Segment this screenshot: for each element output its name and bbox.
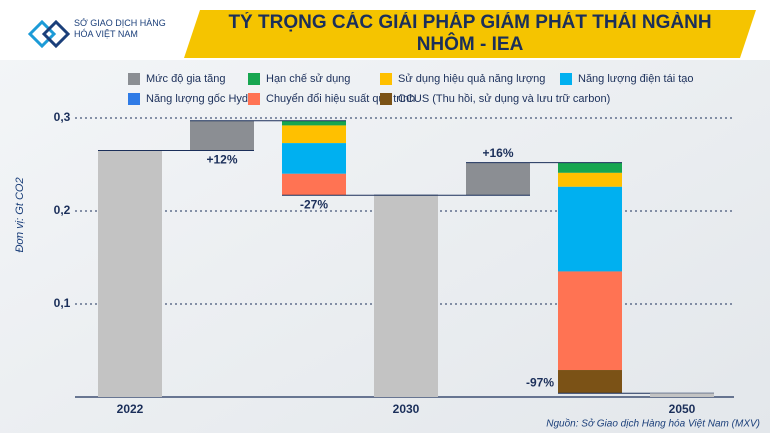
y-tick-label: 0,1 <box>54 296 71 310</box>
segment <box>558 172 622 187</box>
value-label: -27% <box>300 197 328 211</box>
legend-label: Hạn chế sử dụng <box>266 73 350 85</box>
legend-swatch <box>248 73 260 85</box>
chart-title: TỶ TRỌNG CÁC GIẢI PHÁP GIẢM PHÁT THẢI NG… <box>228 12 712 55</box>
legend-label: Chuyển đổi hiệu suất quy trình <box>266 93 415 105</box>
segment <box>558 162 622 173</box>
x-tick-label: 2050 <box>669 402 696 416</box>
legend-swatch <box>128 73 140 85</box>
x-tick-label: 2022 <box>117 402 144 416</box>
value-label: +16% <box>482 146 513 160</box>
total-bar <box>98 150 162 397</box>
y-tick-label: 0,3 <box>54 110 71 124</box>
legend-swatch <box>380 93 392 105</box>
segment <box>282 173 346 196</box>
value-label: -97% <box>526 375 554 389</box>
value-label: +12% <box>206 153 237 167</box>
segment <box>282 125 346 144</box>
legend-swatch <box>560 73 572 85</box>
x-tick-label: 2030 <box>393 402 420 416</box>
segment <box>558 271 622 371</box>
segment <box>282 120 346 126</box>
total-bar <box>650 393 714 397</box>
legend-swatch <box>248 93 260 105</box>
legend-swatch <box>128 93 140 105</box>
legend-label: Mức độ gia tăng <box>146 73 226 85</box>
legend-label: Năng lượng điện tái tạo <box>578 73 693 85</box>
segment <box>558 370 622 394</box>
segment <box>190 120 254 151</box>
source: Nguồn: Sở Giao dịch Hàng hóa Việt Nam (M… <box>546 418 760 430</box>
logo-text: SỞ GIAO DỊCH HÀNG HÓA VIỆT NAM <box>74 18 166 39</box>
legend-label: Năng lượng gốc Hydro <box>146 93 258 105</box>
segment <box>558 186 622 272</box>
legend-label: CCUS (Thu hồi, sử dụng và lưu trữ carbon… <box>398 93 610 105</box>
legend-swatch <box>380 73 392 85</box>
y-axis-label: Đơn vị: Gt CO2 <box>14 177 26 252</box>
segment <box>466 162 530 196</box>
total-bar <box>374 195 438 397</box>
y-tick-label: 0,2 <box>54 203 71 217</box>
logo-mark <box>27 19 71 49</box>
title-box: TỶ TRỌNG CÁC GIẢI PHÁP GIẢM PHÁT THẢI NG… <box>228 12 712 55</box>
title-banner <box>184 10 756 58</box>
logo-box: SỞ GIAO DỊCH HÀNG HÓA VIỆT NAM <box>74 18 166 39</box>
legend-label: Sử dụng hiệu quả năng lượng <box>398 73 545 85</box>
segment <box>282 143 346 174</box>
